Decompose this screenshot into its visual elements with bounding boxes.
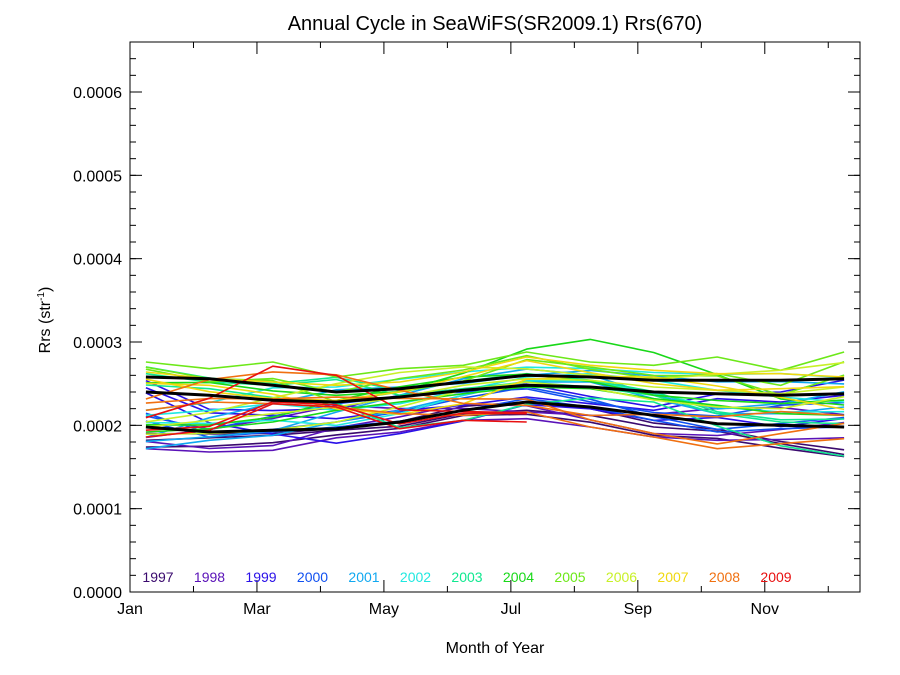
legend-entry-1999: 1999: [245, 569, 276, 585]
x-tick-label: Nov: [751, 601, 779, 618]
series-line-2009: [145, 402, 527, 438]
plot-frame: [129, 41, 861, 593]
legend-entry-1997: 1997: [142, 569, 173, 585]
legend-entry-2000: 2000: [297, 569, 328, 585]
y-axis-label: Rrs (str-1): [36, 287, 54, 354]
y-tick-label: 0.0005: [73, 168, 122, 185]
legend-entry-2009: 2009: [760, 569, 791, 585]
y-axis-label-base: Rrs (str: [37, 300, 54, 353]
series-line-2007: [145, 375, 845, 416]
y-tick-label: 0.0000: [73, 585, 122, 602]
x-axis: Jan Mar May Jul Sep Nov: [117, 42, 829, 618]
legend-entry-2001: 2001: [348, 569, 379, 585]
y-tick-label: 0.0006: [73, 85, 122, 102]
series-line-2008: [145, 371, 845, 418]
legend-entry-2008: 2008: [709, 569, 740, 585]
series-line-1998: [145, 417, 845, 453]
legend-entry-1998: 1998: [194, 569, 225, 585]
x-tick-label: Mar: [243, 601, 271, 618]
legend-entry-2006: 2006: [606, 569, 637, 585]
series-line-2007: [145, 356, 845, 387]
series-line-2005: [145, 354, 845, 393]
legend-entry-2005: 2005: [554, 569, 585, 585]
y-axis-label-close: ): [37, 287, 54, 292]
legend: 1997 1998 1999 2000 2001 2002 2003 2004 2005 2006…: [142, 569, 791, 585]
series-line-2009: [145, 401, 527, 431]
series-line-2007: [145, 359, 845, 402]
legend-entry-2003: 2003: [451, 569, 482, 585]
y-tick-label: 0.0003: [73, 335, 122, 352]
y-tick-label: 0.0004: [73, 252, 122, 269]
x-tick-label: Sep: [624, 601, 653, 618]
x-tick-label: Jan: [117, 601, 143, 618]
legend-entry-2007: 2007: [657, 569, 688, 585]
chart-title: Annual Cycle in SeaWiFS(SR2009.1) Rrs(67…: [288, 13, 703, 35]
y-axis: 0.0000 0.0001 0.0002 0.0003 0.0004 0.0005 0.00…: [73, 41, 860, 602]
mean-line: [145, 400, 845, 434]
y-tick-label: 0.0001: [73, 502, 122, 519]
y-tick-label: 0.0002: [73, 418, 122, 435]
legend-entry-2004: 2004: [503, 569, 534, 585]
x-axis-label: Month of Year: [446, 640, 545, 657]
y-axis-label-sup: -1: [36, 292, 47, 301]
series-line-2006: [145, 377, 845, 428]
mean-line: [145, 373, 845, 394]
x-tick-label: May: [369, 601, 399, 618]
legend-entry-2002: 2002: [400, 569, 431, 585]
series-line-2004: [145, 373, 845, 426]
x-tick-label: Jul: [501, 601, 521, 618]
mean-line: [145, 383, 845, 404]
mean-layer: [145, 373, 845, 434]
series-line-2005: [145, 351, 845, 378]
